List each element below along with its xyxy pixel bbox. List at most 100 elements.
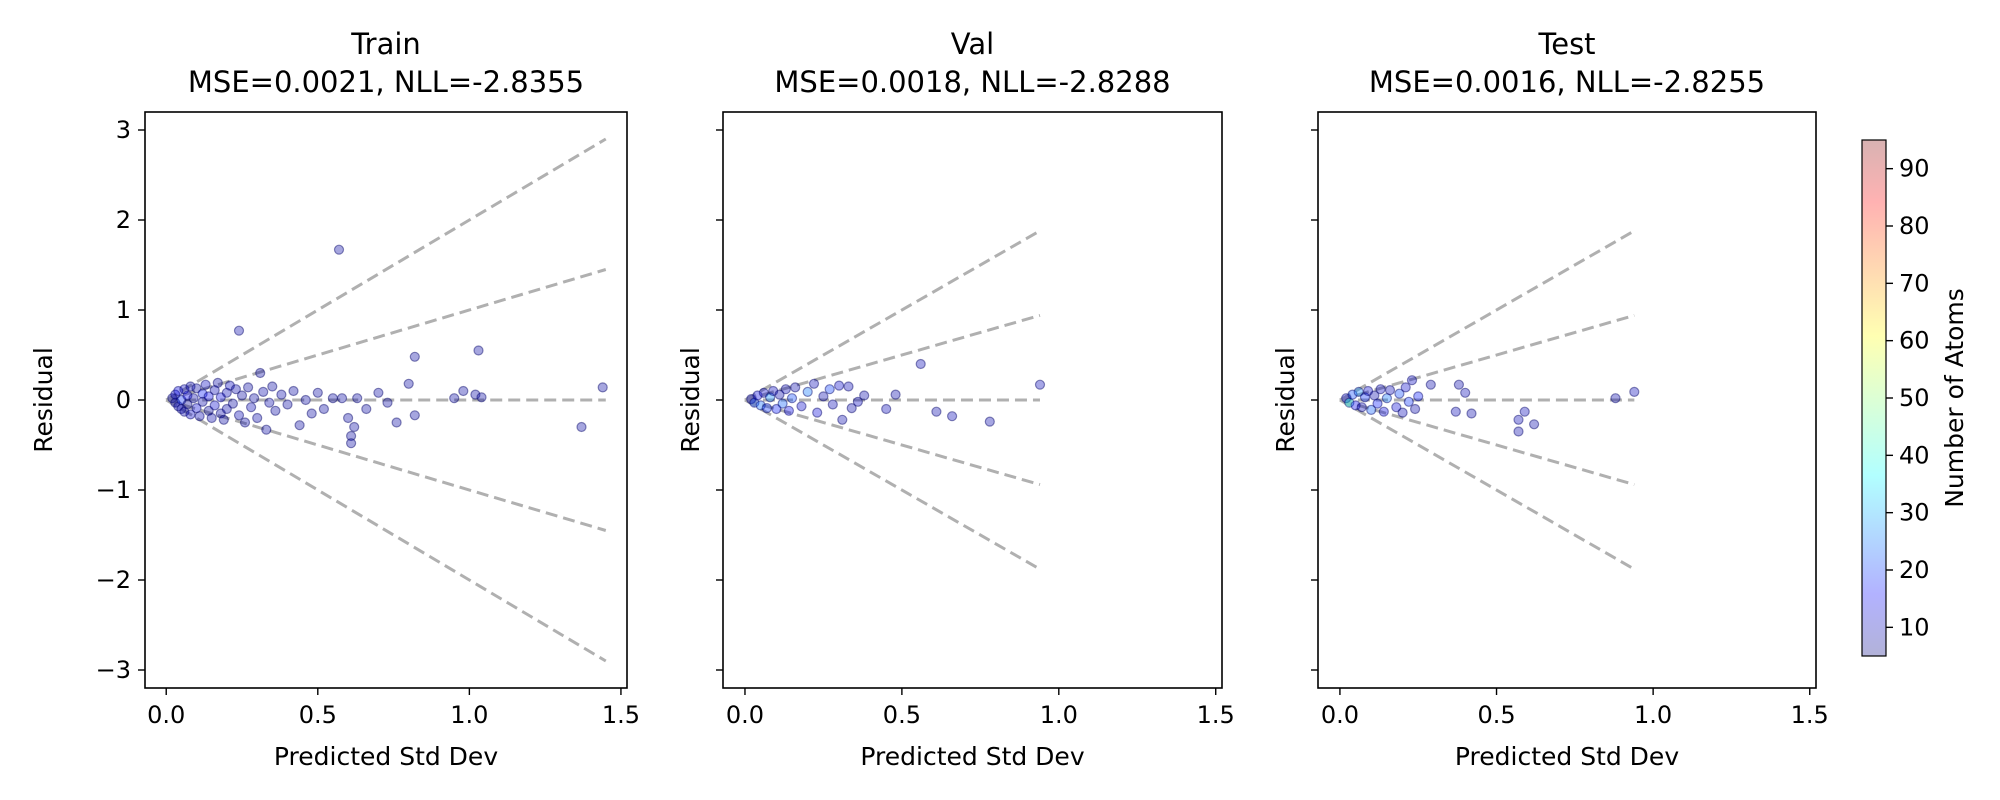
scatter-point bbox=[221, 387, 232, 398]
scatter-point bbox=[218, 414, 229, 425]
scatter-point bbox=[1391, 402, 1402, 413]
colorbar-gradient bbox=[1861, 139, 1887, 657]
scatter-point bbox=[746, 394, 757, 405]
scatter-point bbox=[191, 383, 202, 394]
scatter-point bbox=[790, 382, 801, 393]
scatter-point bbox=[761, 403, 773, 414]
scatter-point bbox=[327, 393, 338, 404]
y-tick-label: 3 bbox=[116, 116, 131, 144]
scatter-point bbox=[881, 403, 892, 415]
scatter-point bbox=[846, 403, 857, 414]
guide-line bbox=[165, 398, 607, 663]
scatter-point bbox=[300, 394, 311, 406]
colorbar-tick-label: 60 bbox=[1899, 327, 1930, 355]
scatter-point bbox=[576, 421, 587, 433]
guide-line bbox=[165, 398, 607, 532]
scatter-point bbox=[227, 398, 238, 409]
x-axis-label: Predicted Std Dev bbox=[274, 742, 498, 771]
x-tick-label: 0.0 bbox=[726, 701, 764, 729]
scatter-point bbox=[191, 403, 202, 414]
x-tick-label: 1.5 bbox=[1197, 701, 1235, 729]
scatter-point bbox=[409, 351, 420, 362]
x-tick-label: 0.0 bbox=[147, 701, 185, 729]
panel-title: Train bbox=[350, 27, 421, 61]
colorbar-tick-label: 70 bbox=[1899, 269, 1930, 297]
scatter-point bbox=[182, 390, 193, 401]
scatter-point bbox=[786, 393, 798, 404]
scatter-point bbox=[200, 379, 211, 390]
colorbar-tick-label: 40 bbox=[1899, 441, 1930, 469]
scatter-point bbox=[176, 394, 187, 406]
scatter-point bbox=[258, 386, 269, 397]
scatter-point bbox=[1513, 414, 1524, 425]
scatter-point bbox=[1425, 379, 1436, 390]
scatter-point bbox=[449, 393, 460, 404]
scatter-point bbox=[185, 409, 196, 420]
scatter-point bbox=[176, 403, 187, 415]
guide-line bbox=[744, 313, 1041, 402]
scatter-point bbox=[1413, 391, 1424, 402]
scatter-point bbox=[1460, 387, 1471, 398]
scatter-point bbox=[843, 381, 854, 392]
scatter-point bbox=[173, 385, 184, 397]
scatter-point bbox=[336, 393, 348, 404]
panels: Train MSE=0.0021, NLL=-2.8355 0.0 0.5 1.0 1.5… bbox=[29, 27, 1829, 771]
scatter-point bbox=[230, 384, 241, 395]
scatter-point bbox=[833, 380, 845, 391]
scatter-point bbox=[185, 381, 196, 392]
scatter-point bbox=[1381, 393, 1393, 404]
scatter-point bbox=[812, 407, 823, 418]
scatter-point bbox=[1356, 402, 1367, 413]
scatter-point bbox=[1403, 396, 1414, 407]
y-tick-label: 2 bbox=[116, 206, 131, 234]
scatter-point bbox=[197, 388, 208, 399]
x-tick-label: 0.5 bbox=[1477, 701, 1515, 729]
scatter-point bbox=[749, 397, 760, 408]
scatter-point bbox=[931, 406, 942, 417]
scatter-point bbox=[276, 389, 287, 400]
scatter-point bbox=[249, 393, 260, 404]
scatter-point bbox=[796, 401, 807, 412]
scatter-point bbox=[837, 414, 848, 425]
scatter-point bbox=[294, 420, 305, 431]
scatter-point bbox=[1394, 388, 1405, 399]
scatter-point bbox=[476, 392, 487, 403]
scatter-point bbox=[758, 387, 769, 398]
guide-line bbox=[1339, 398, 1636, 571]
x-tick-label: 0.5 bbox=[299, 701, 337, 729]
scatter-point bbox=[1409, 403, 1421, 415]
scatter-point bbox=[391, 417, 402, 428]
colorbar-tick-label: 80 bbox=[1899, 212, 1930, 240]
x-tick-label: 1.5 bbox=[602, 701, 640, 729]
panel-subtitle: MSE=0.0018, NLL=-2.8288 bbox=[774, 65, 1170, 99]
scatter-point bbox=[1362, 385, 1374, 397]
scatter-point bbox=[1528, 419, 1540, 430]
scatter-point bbox=[473, 345, 484, 356]
guide-line bbox=[165, 268, 607, 402]
y-tick-label: −3 bbox=[96, 656, 131, 684]
scatter-point bbox=[1344, 397, 1355, 408]
x-tick-label: 1.0 bbox=[450, 701, 488, 729]
scatter-point bbox=[1397, 407, 1408, 418]
scatter-point bbox=[170, 389, 181, 400]
scatter-point bbox=[470, 389, 481, 400]
guide-line bbox=[1339, 313, 1635, 402]
scatter-point bbox=[261, 424, 272, 435]
scatter-point bbox=[215, 392, 226, 403]
scatter-point bbox=[1610, 393, 1621, 404]
panel-subtitle: MSE=0.0021, NLL=-2.8355 bbox=[188, 65, 584, 99]
colorbar: 10 20 30 40 50 60 70 80 90 Number of Atoms bbox=[1861, 139, 1969, 657]
scatter-point bbox=[890, 389, 901, 400]
guide-line bbox=[1339, 229, 1636, 402]
scatter-point bbox=[197, 396, 208, 407]
scatter-point bbox=[203, 405, 214, 416]
scatter-point bbox=[852, 396, 864, 407]
guide-line bbox=[744, 398, 1041, 571]
scatter-point bbox=[306, 408, 317, 419]
scatter-point bbox=[182, 399, 193, 410]
scatter-point bbox=[243, 382, 254, 393]
scatter-point bbox=[752, 390, 763, 401]
scatter-point bbox=[764, 392, 776, 403]
scatter-point bbox=[915, 358, 926, 370]
scatter-point bbox=[1375, 384, 1386, 395]
